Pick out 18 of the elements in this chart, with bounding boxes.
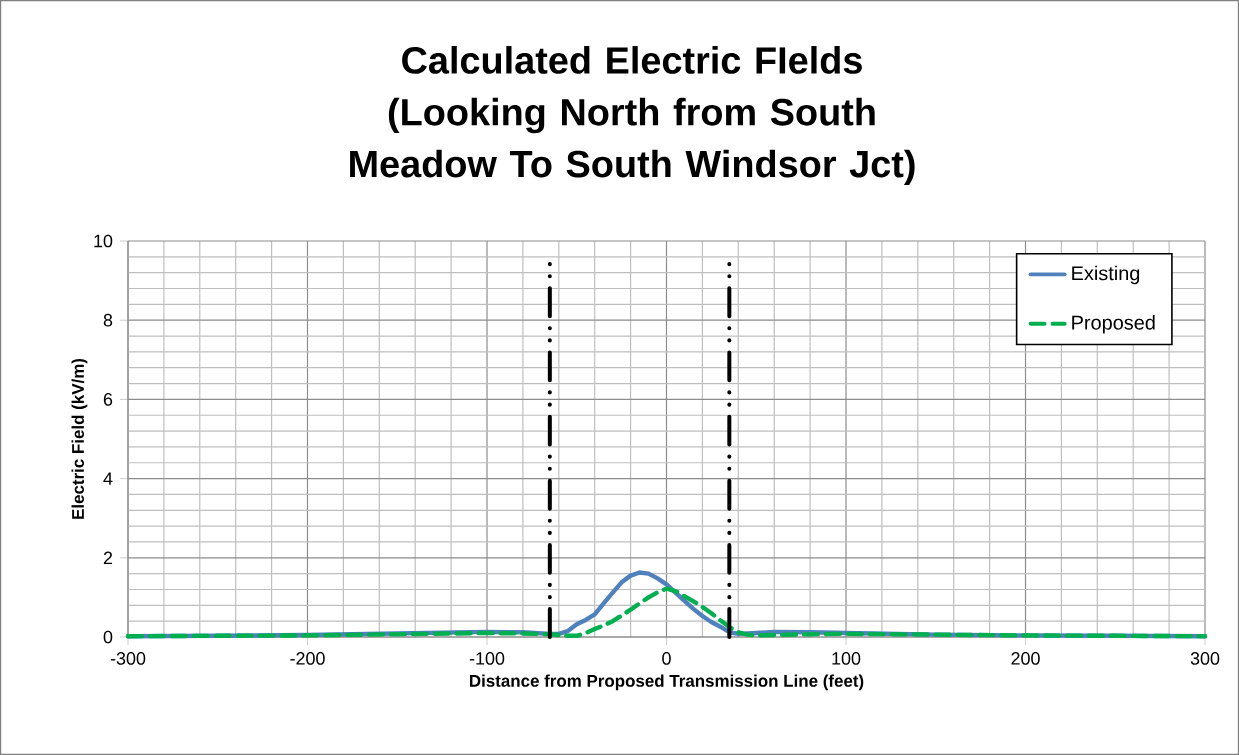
x-tick-label: 200 [1011, 652, 1040, 665]
x-tick-label: 300 [1190, 652, 1220, 665]
x-tick-label: -100 [469, 652, 505, 665]
y-tick-label: 0 [103, 630, 113, 644]
x-tick-label: -300 [110, 652, 146, 665]
x-axis-title: Distance from Proposed Transmission Line (feet) [469, 674, 864, 691]
x-tick-label: -200 [290, 652, 325, 665]
x-tick-label: 100 [832, 652, 861, 665]
legend-label: Existing [1072, 265, 1140, 285]
y-tick-label: 2 [103, 551, 113, 565]
y-tick-label: 10 [94, 234, 113, 248]
y-axis-title: Electric Field (kV/m) [71, 358, 88, 519]
y-tick-label: 4 [103, 472, 113, 485]
chart-title: Calculated Electric FIelds (Looking North from South Meadow To South Windsor Jct) [350, 46, 915, 185]
x-tick-label: 0 [662, 652, 671, 665]
y-tick-label: 6 [103, 393, 113, 406]
legend-label: Proposed [1072, 315, 1155, 334]
y-tick-label: 8 [103, 313, 113, 327]
